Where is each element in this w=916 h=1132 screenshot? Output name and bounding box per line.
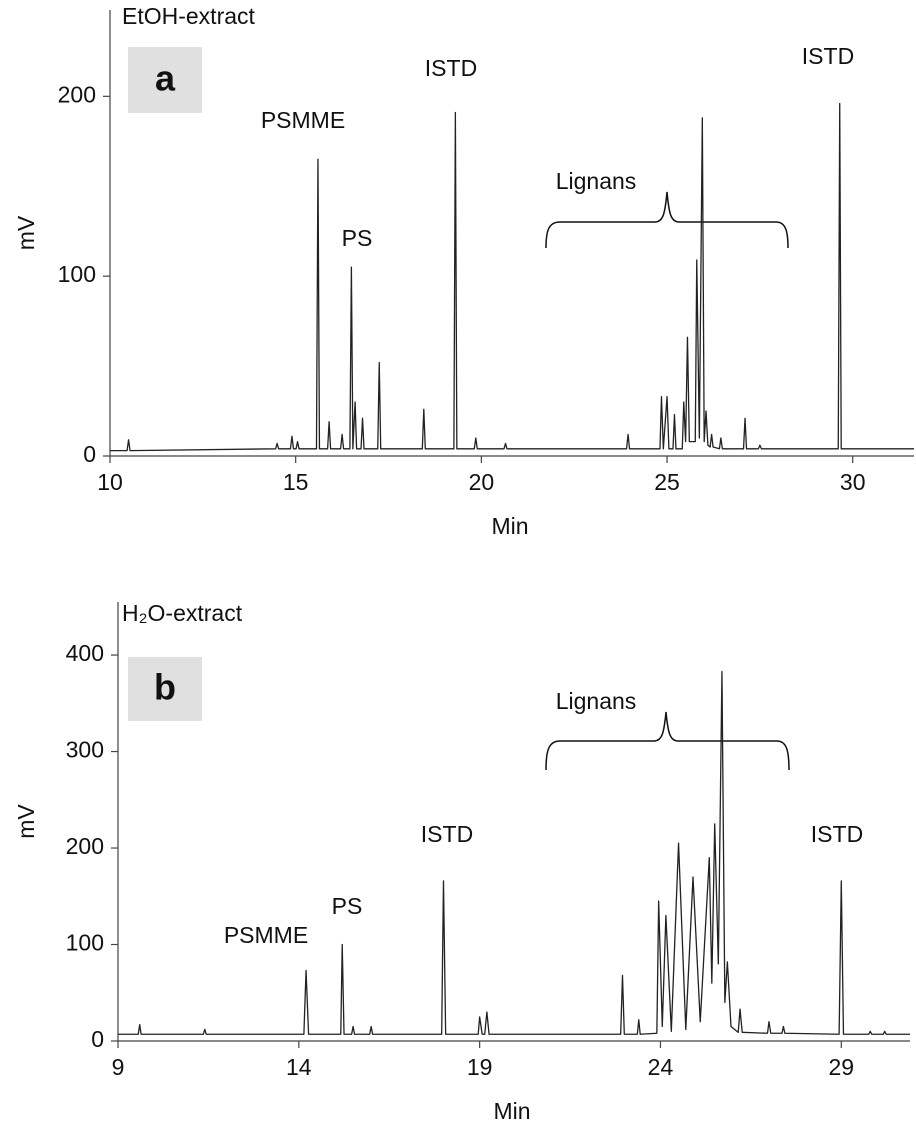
peak-annotation: ISTD — [421, 821, 473, 847]
x-tick-label: 14 — [286, 1054, 312, 1080]
peak-annotation: Lignans — [556, 688, 637, 714]
peak-annotation: Lignans — [556, 168, 637, 194]
peak-annotation: ISTD — [811, 821, 863, 847]
peak-annotation: ISTD — [802, 43, 854, 69]
panel-label-box — [128, 47, 202, 113]
peak-annotation: PSMME — [261, 107, 345, 133]
peak-annotation: ISTD — [425, 55, 477, 81]
chromatogram-line — [110, 102, 914, 452]
x-axis-label: Min — [491, 513, 528, 539]
peak-annotation: PSMME — [224, 922, 308, 948]
panel-label: b — [154, 667, 176, 708]
y-tick-label: 0 — [83, 441, 96, 467]
y-tick-label: 100 — [66, 930, 104, 956]
x-tick-label: 20 — [469, 469, 495, 495]
x-tick-label: 19 — [467, 1054, 493, 1080]
x-tick-label: 15 — [283, 469, 309, 495]
x-tick-label: 24 — [648, 1054, 674, 1080]
x-tick-label: 10 — [97, 469, 123, 495]
x-tick-label: 25 — [654, 469, 680, 495]
x-tick-label: 29 — [828, 1054, 854, 1080]
x-tick-label: 9 — [112, 1054, 125, 1080]
panel-title: H₂O-extract — [122, 600, 243, 626]
y-tick-label: 0 — [91, 1026, 104, 1052]
lignans-bracket — [545, 711, 790, 771]
y-axis-label: mV — [13, 215, 39, 250]
y-tick-label: 200 — [66, 833, 104, 859]
y-tick-label: 300 — [66, 737, 104, 763]
panel-title: EtOH-extract — [122, 3, 256, 29]
y-tick-label: 100 — [58, 261, 96, 287]
y-tick-label: 400 — [66, 640, 104, 666]
y-tick-label: 200 — [58, 81, 96, 107]
peak-annotation: PS — [342, 225, 373, 251]
lignans-bracket — [545, 191, 789, 249]
chromatogram-line — [118, 670, 910, 1035]
peak-annotation: PS — [332, 893, 363, 919]
panel-label: a — [155, 58, 176, 99]
y-axis-label: mV — [13, 804, 39, 839]
panel-label-box — [128, 657, 202, 721]
x-tick-label: 30 — [840, 469, 866, 495]
x-axis-label: Min — [493, 1098, 530, 1124]
